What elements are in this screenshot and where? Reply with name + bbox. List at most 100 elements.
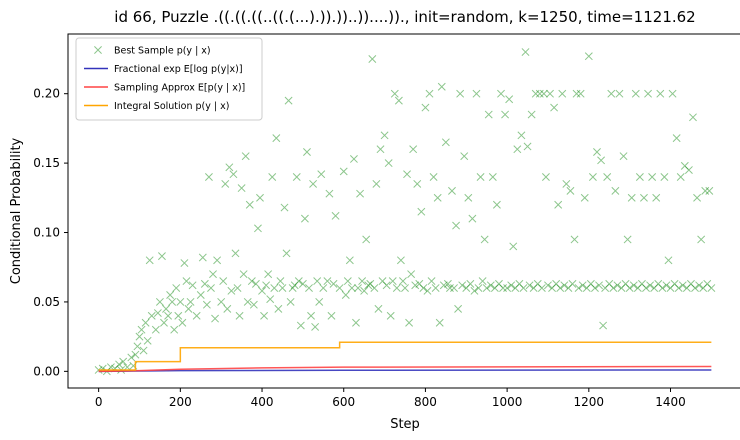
- scatter-point: [253, 224, 262, 233]
- scatter-point: [699, 284, 708, 293]
- scatter-point: [282, 249, 291, 258]
- scatter-point: [666, 284, 675, 293]
- scatter-point: [405, 318, 414, 327]
- x-tick-label: 800: [414, 395, 437, 409]
- scatter-point: [286, 297, 295, 306]
- scatter-point: [278, 284, 287, 293]
- y-tick-label: 0.10: [33, 226, 60, 240]
- scatter-point: [157, 252, 166, 261]
- scatter-point: [497, 89, 505, 98]
- scatter-point: [662, 281, 671, 290]
- scatter-point: [431, 284, 440, 293]
- scatter-point: [478, 277, 487, 286]
- scatter-point: [523, 142, 532, 151]
- scatter-point: [494, 279, 503, 288]
- scatter-point: [396, 256, 405, 265]
- scatter-point: [298, 279, 307, 288]
- scatter-point: [691, 284, 699, 293]
- scatter-point: [270, 284, 279, 293]
- scatter-point: [566, 186, 575, 195]
- scatter-point: [343, 277, 352, 286]
- scatter-point: [245, 200, 254, 209]
- scatter-point: [668, 89, 677, 98]
- series-line-2: [98, 365, 712, 373]
- scatter-point: [382, 281, 391, 290]
- scatter-point: [509, 242, 518, 251]
- legend-entry: Sampling Approx E[p(y | x)]: [84, 83, 245, 94]
- scatter-point: [697, 235, 706, 244]
- scatter-point: [354, 284, 362, 293]
- scatter-point: [229, 170, 238, 179]
- scatter-point: [421, 103, 430, 112]
- scatter-point: [676, 173, 685, 181]
- scatter-point: [225, 163, 234, 172]
- scatter-point: [372, 179, 381, 188]
- scatter-point: [515, 279, 524, 288]
- scatter-point: [207, 284, 215, 293]
- legend-entry: Fractional exp E[log p(y|x)]: [84, 64, 243, 75]
- scatter-point: [227, 286, 236, 295]
- scatter-point: [499, 284, 507, 293]
- x-tick-label: 1000: [492, 395, 523, 409]
- scatter-point: [548, 284, 557, 293]
- scatter-point: [284, 96, 293, 105]
- scatter-point: [558, 89, 567, 98]
- scatter-point: [703, 279, 712, 288]
- scatter-point: [413, 179, 422, 188]
- scatter-point: [609, 284, 618, 293]
- scatter-point: [213, 256, 222, 265]
- scatter-point: [219, 277, 228, 286]
- scatter-point: [595, 281, 603, 290]
- scatter-point: [443, 279, 452, 288]
- scatter-point: [678, 281, 687, 290]
- scatter-point: [601, 284, 610, 293]
- scatter-point: [360, 286, 369, 295]
- scatter-point: [646, 281, 655, 290]
- scatter-point: [200, 279, 209, 288]
- scatter-point: [296, 321, 305, 330]
- scatter-point: [309, 179, 318, 188]
- scatter-point: [192, 311, 201, 320]
- scatter-point: [399, 277, 407, 286]
- scatter-point: [584, 52, 593, 61]
- scatter-point: [452, 221, 461, 230]
- scatter-point: [488, 173, 497, 181]
- scatter-point: [313, 277, 322, 286]
- scatter-point: [572, 89, 581, 98]
- scatter-point: [568, 279, 577, 288]
- scatter-point: [450, 284, 458, 293]
- y-tick-label: 0.15: [33, 156, 60, 170]
- scatter-point: [211, 314, 220, 323]
- scatter-point: [147, 311, 156, 320]
- scatter-point: [517, 131, 526, 140]
- scatter-point: [390, 89, 399, 98]
- scatter-point: [358, 277, 367, 286]
- scatter-point: [196, 291, 205, 299]
- scatter-point: [339, 167, 348, 176]
- scatter-point: [260, 311, 269, 320]
- scatter-point: [623, 235, 632, 244]
- scatter-point: [605, 279, 614, 288]
- scatter-point: [198, 253, 207, 262]
- scatter-point: [629, 281, 638, 290]
- scatter-point: [660, 173, 669, 181]
- scatter-point: [135, 332, 144, 341]
- legend-box: [75, 37, 263, 121]
- scatter-point: [303, 148, 311, 156]
- y-axis-label: Conditional Probability: [9, 137, 24, 284]
- scatter-point: [386, 311, 395, 320]
- x-tick-label: 400: [251, 395, 274, 409]
- scatter-point: [356, 189, 365, 198]
- scatter-point: [294, 277, 303, 286]
- scatter-point: [684, 166, 693, 175]
- plot-marks: [94, 48, 716, 376]
- x-axis: 0 200 400 600 800 1000 1200 1400: [95, 388, 686, 409]
- scatter-point: [174, 311, 183, 320]
- scatter-point: [531, 89, 540, 98]
- scatter-point: [570, 235, 579, 244]
- scatter-point: [705, 186, 714, 195]
- y-tick-label: 0.05: [33, 295, 60, 309]
- scatter-point: [264, 270, 273, 279]
- scatter-point: [670, 279, 679, 288]
